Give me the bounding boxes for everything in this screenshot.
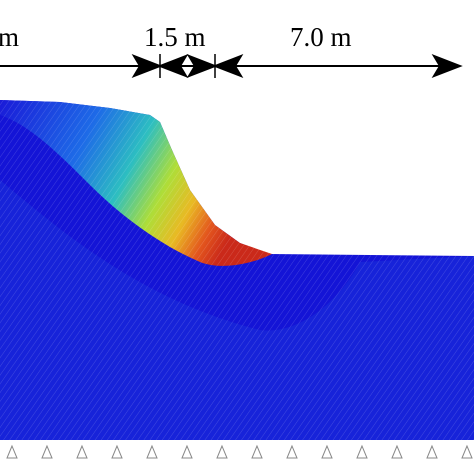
dimension-label: 7.0 m <box>290 22 352 52</box>
supports <box>6 444 473 459</box>
vector-texture <box>0 100 474 440</box>
dimension-line <box>0 54 463 78</box>
dimension-label: m <box>0 22 19 52</box>
dimension-label: 1.5 m <box>144 22 206 52</box>
